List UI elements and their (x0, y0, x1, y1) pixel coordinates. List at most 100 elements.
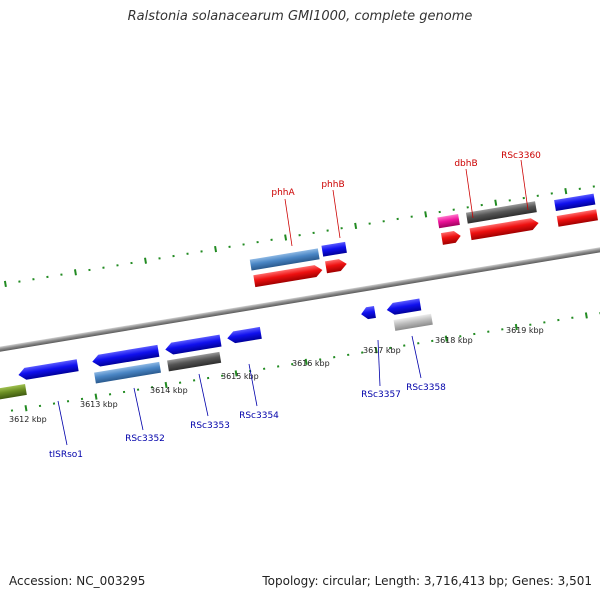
minor-tick (66, 400, 70, 403)
major-tick (444, 335, 448, 342)
gene-phhB[interactable] (321, 241, 347, 257)
minor-tick (242, 243, 245, 246)
leader-line (465, 168, 474, 219)
minor-tick (578, 187, 581, 190)
leader-line (520, 159, 529, 211)
minor-tick (389, 346, 392, 350)
major-tick (94, 393, 98, 400)
major-tick (374, 347, 378, 354)
minor-tick (88, 268, 91, 272)
gene-RSc3353[interactable] (164, 334, 222, 356)
transcript-phhB[interactable] (325, 258, 348, 274)
gene-RSc3354[interactable] (226, 326, 262, 344)
kbp-label: 3613 kbp (80, 400, 118, 409)
minor-tick (186, 252, 189, 255)
transcript-phhA[interactable] (253, 264, 323, 288)
tick-row-upper (3, 185, 595, 288)
minor-tick (46, 275, 49, 279)
gene-dbhB[interactable] (437, 214, 460, 229)
transcript-dbhB[interactable] (440, 230, 462, 245)
kbp-label: 3616 kbp (292, 359, 330, 368)
bottom-gene-labels: tISRso1 RSc3352 RSc3353 RSc3354 RSc3357 … (49, 335, 446, 460)
minor-tick (192, 379, 196, 382)
gene-label-phhB[interactable]: phhB (321, 180, 344, 190)
gene-RSc3353-outer[interactable] (167, 351, 222, 372)
major-tick (354, 222, 358, 230)
minor-tick (277, 365, 280, 368)
minor-tick (431, 339, 434, 343)
transcript-right-edge[interactable] (556, 209, 598, 227)
kbp-label: 3614 kbp (150, 386, 188, 395)
gene-left-edge-outer[interactable] (0, 384, 27, 404)
gene-label-RSc3360[interactable]: RSc3360 (501, 151, 541, 161)
major-tick (214, 245, 218, 253)
minor-tick (501, 328, 504, 331)
minor-tick (52, 402, 56, 405)
gene-label-RSc3353[interactable]: RSc3353 (190, 421, 230, 431)
gene-phhA[interactable] (249, 248, 320, 271)
minor-tick (536, 194, 539, 197)
minor-tick (228, 245, 231, 248)
kbp-label: 3615 kbp (221, 372, 259, 381)
minor-tick (396, 217, 399, 221)
gene-RSc3358[interactable] (386, 298, 422, 315)
minor-tick (291, 362, 294, 366)
leader-line (198, 373, 209, 417)
minor-tick (529, 323, 532, 326)
gene-RSc3352-outer[interactable] (94, 361, 162, 384)
gene-label-RSc3357[interactable]: RSc3357 (361, 390, 401, 400)
major-tick (494, 199, 498, 206)
minor-tick (410, 215, 413, 218)
gene-RSc3360[interactable] (465, 201, 537, 224)
major-tick (3, 280, 7, 288)
minor-tick (473, 332, 476, 336)
gene-label-dbhB[interactable]: dbhB (454, 159, 477, 169)
major-tick (284, 234, 288, 241)
gene-tISRso1[interactable] (17, 359, 79, 381)
transcript-RSc3360[interactable] (469, 217, 540, 241)
minor-tick (438, 210, 441, 214)
minor-tick (543, 321, 546, 324)
minor-tick (550, 192, 553, 195)
major-tick (164, 381, 168, 389)
kbp-label: 3619 kbp (506, 326, 544, 335)
genome-stats-text: Topology: circular; Length: 3,716,413 bp… (262, 574, 592, 588)
minor-tick (333, 356, 336, 359)
major-tick (424, 211, 428, 218)
gene-label-RSc3358[interactable]: RSc3358 (406, 383, 446, 393)
major-tick (234, 370, 238, 377)
gene-label-tISRso1[interactable]: tISRso1 (49, 450, 83, 460)
accession-text: Accession: NC_003295 (9, 574, 146, 588)
leader-line (284, 198, 293, 247)
minor-tick (18, 280, 21, 283)
gene-right-edge-upper[interactable] (554, 193, 596, 212)
minor-tick (172, 254, 175, 258)
minor-tick (116, 264, 119, 267)
gene-RSc3358-outer[interactable] (393, 313, 433, 331)
minor-tick (136, 388, 140, 391)
minor-tick (382, 220, 385, 223)
minor-tick (38, 404, 42, 408)
minor-tick (368, 222, 371, 225)
minor-tick (466, 206, 469, 209)
minor-tick (178, 381, 182, 384)
major-tick (144, 257, 147, 264)
leader-line (332, 189, 341, 239)
minor-tick (200, 250, 203, 253)
kbp-label: 3618 kbp (435, 336, 473, 345)
gene-label-RSc3352[interactable]: RSc3352 (125, 434, 165, 444)
kbp-label: 3617 kbp (363, 346, 401, 355)
gene-label-phhA[interactable]: phhA (271, 188, 295, 198)
gene-RSc3352[interactable] (91, 344, 160, 368)
minor-tick (592, 185, 595, 188)
major-tick (304, 358, 308, 365)
gene-label-RSc3354[interactable]: RSc3354 (239, 411, 279, 421)
minor-tick (361, 351, 364, 354)
minor-tick (452, 208, 455, 211)
minor-tick (122, 390, 126, 394)
minor-tick (10, 409, 14, 412)
leader-line (411, 335, 422, 379)
minor-tick (480, 203, 483, 207)
gene-RSc3357[interactable] (360, 305, 376, 320)
